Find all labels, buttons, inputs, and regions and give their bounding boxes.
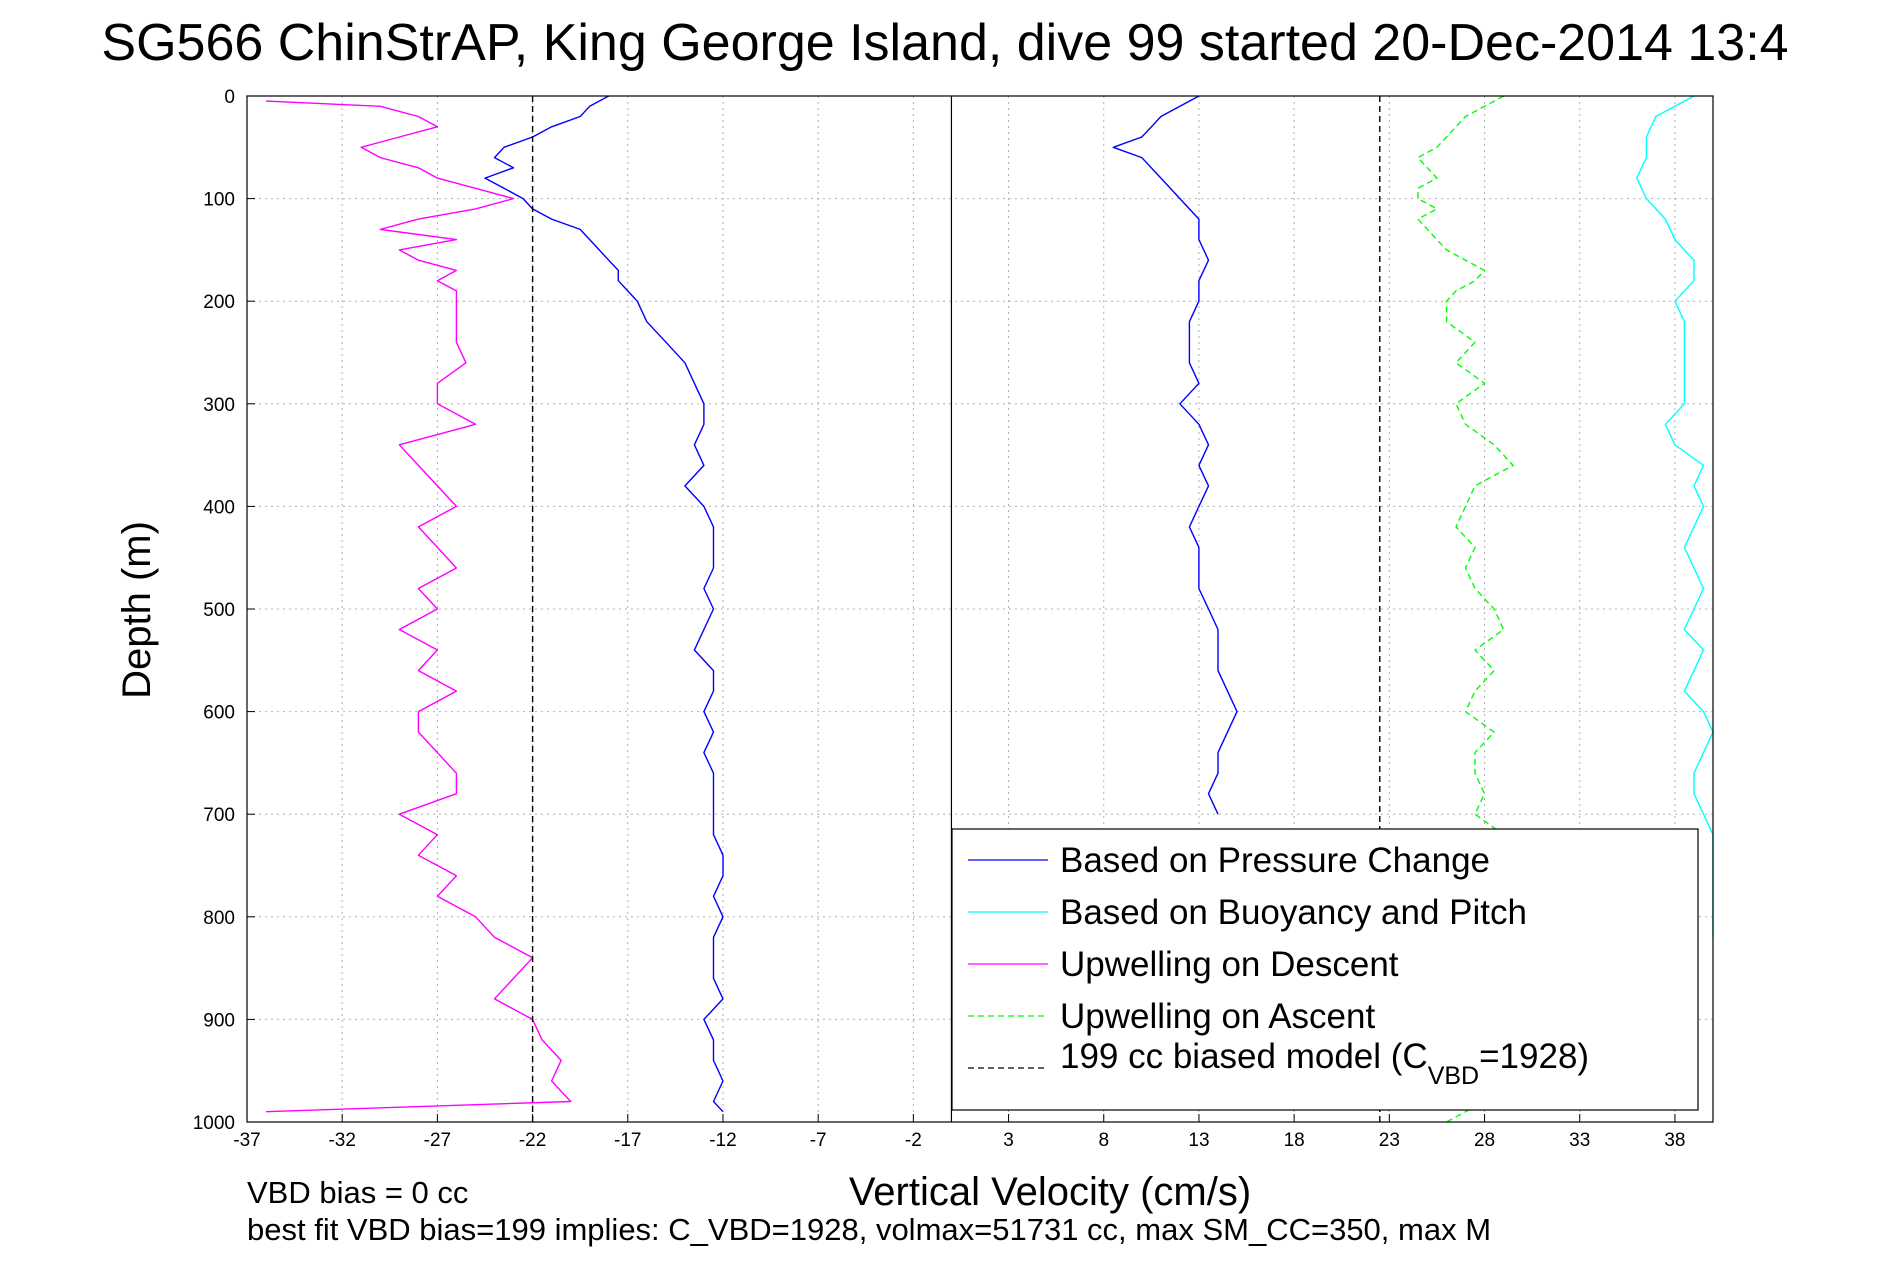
y-ticks: 0 100 200 300 400 500 600 700 800 900 1000 — [193, 87, 255, 1134]
y-tick-label: 1000 — [193, 1113, 235, 1134]
x-ticks: -37 -32 -27 -22 -17 -12 -7 -2 3 8 13 18 23 28 33 38 — [233, 1114, 1685, 1151]
legend-label-pressure: Based on Pressure Change — [1060, 841, 1490, 880]
legend-box — [951, 828, 1699, 1111]
y-tick-label: 400 — [203, 497, 235, 518]
series-upwelling-on-descent-line — [265, 100, 572, 1113]
y-axis-label: Depth (m) — [115, 521, 159, 699]
y-tick-label: 200 — [203, 292, 235, 313]
legend-label-descent: Upwelling on Descent — [1060, 945, 1399, 984]
x-axis-label: Vertical Velocity (cm/s) — [849, 1170, 1251, 1214]
legend-label-buoyancy: Based on Buoyancy and Pitch — [1060, 893, 1527, 932]
x-tick-label: 3 — [1003, 1130, 1014, 1151]
x-tick-label: -12 — [709, 1130, 736, 1151]
x-tick-label: -17 — [614, 1130, 641, 1151]
legend-label-model-sub: VBD — [1428, 1062, 1479, 1090]
legend-label-model: 199 cc biased model (CVBD=1928) — [1060, 1037, 1589, 1090]
x-tick-label: -2 — [905, 1130, 922, 1151]
x-tick-label: 33 — [1569, 1130, 1590, 1151]
y-tick-label: 500 — [203, 600, 235, 621]
y-tick-label: 300 — [203, 395, 235, 416]
series-based-on-pressure-change-line — [1112, 95, 1238, 815]
y-tick-label: 600 — [203, 703, 235, 724]
x-tick-label: 28 — [1474, 1130, 1495, 1151]
x-tick-label: 18 — [1284, 1130, 1305, 1151]
y-tick-label: 800 — [203, 908, 235, 929]
series-based-on-buoyancy-and-pitch-line — [1636, 95, 1714, 938]
x-tick-label: -7 — [810, 1130, 827, 1151]
x-tick-label: -37 — [233, 1130, 260, 1151]
series-based-on-pressure-change-line — [484, 95, 724, 1113]
x-tick-label: 23 — [1379, 1130, 1400, 1151]
x-tick-label: -27 — [424, 1130, 451, 1151]
legend-label-ascent: Upwelling on Ascent — [1060, 997, 1375, 1036]
footer-line-1: VBD bias = 0 cc — [247, 1175, 468, 1210]
legend-label-model-tail: =1928) — [1479, 1037, 1589, 1076]
x-tick-label: -32 — [328, 1130, 355, 1151]
x-tick-label: 8 — [1098, 1130, 1109, 1151]
x-tick-label: 38 — [1664, 1130, 1685, 1151]
legend-label-model-main: 199 cc biased model (C — [1060, 1037, 1428, 1076]
footer-line-2: best fit VBD bias=199 implies: C_VBD=192… — [247, 1212, 1491, 1247]
x-tick-label: -22 — [519, 1130, 546, 1151]
x-tick-label: 13 — [1188, 1130, 1209, 1151]
chart-title: SG566 ChinStrAP, King George Island, div… — [101, 14, 1788, 72]
y-tick-label: 0 — [224, 87, 235, 108]
legend: Based on Pressure Change Based on Buoyan… — [951, 828, 1699, 1111]
y-tick-label: 100 — [203, 190, 235, 211]
y-tick-label: 900 — [203, 1010, 235, 1031]
y-tick-label: 700 — [203, 805, 235, 826]
series-upwelling-on-ascent-line — [1417, 95, 1514, 1123]
